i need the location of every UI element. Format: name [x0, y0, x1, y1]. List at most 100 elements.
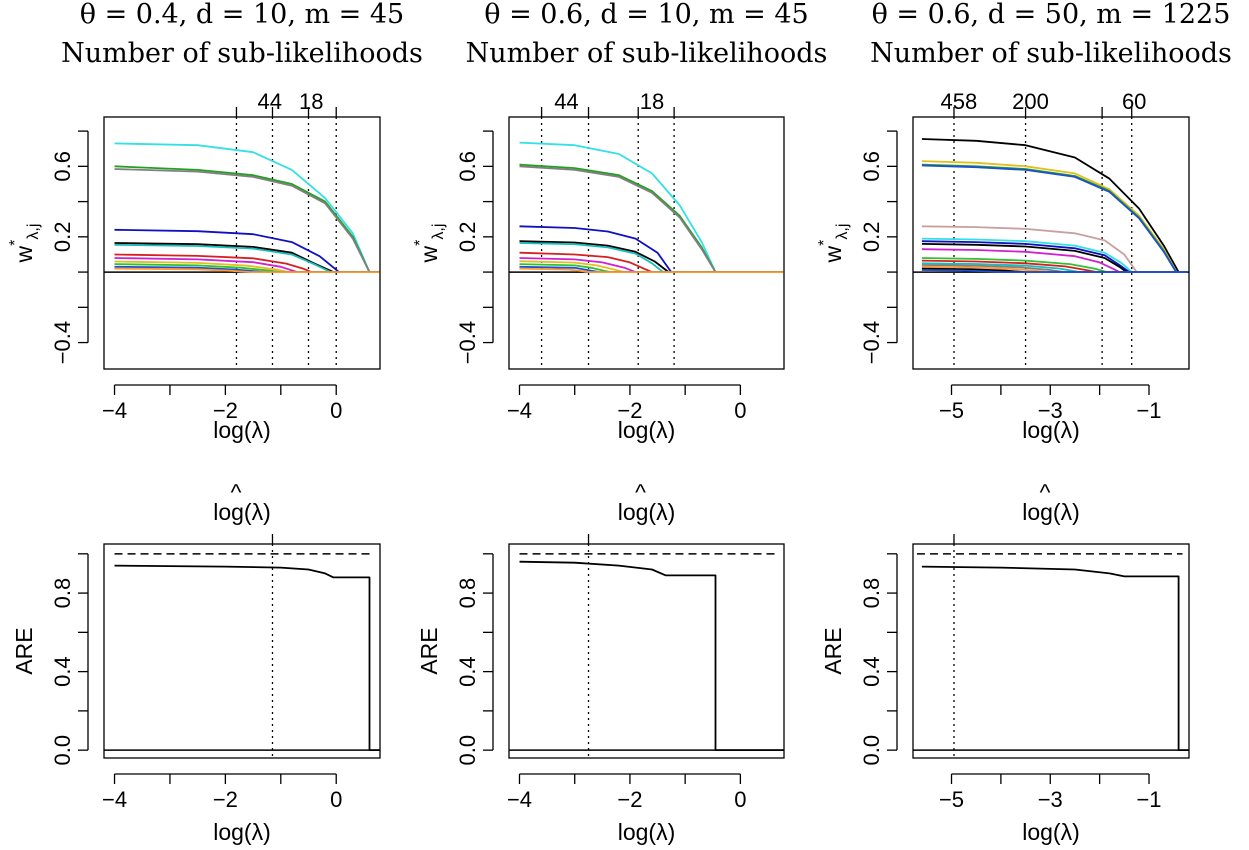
top-tick-label: 60: [1122, 89, 1146, 114]
x-tick-label: 0: [734, 398, 746, 423]
y-tick-label: 0.2: [455, 222, 480, 253]
y-tick-label: 0.8: [50, 578, 75, 609]
x-tick-label: −2: [213, 398, 238, 423]
y-axis-label-main: w: [820, 245, 846, 263]
y-axis-label-sub: λ,j: [430, 224, 447, 240]
lambda-hat-accent: ^: [231, 479, 242, 505]
top-tick-label: 18: [640, 89, 664, 114]
x-axis-label: log(λ): [1022, 819, 1080, 845]
plot-frame: [103, 543, 381, 759]
series-line-1: [114, 165, 380, 274]
data-layer: [104, 117, 380, 369]
panel-top-right: θ = 0.6, d = 50, m = 1225 Number of sub-l…: [816, 0, 1232, 443]
y-tick-label: 0.4: [50, 656, 75, 687]
series-line-11: [519, 267, 784, 274]
y-axis-label-main: w: [416, 245, 442, 263]
series-line-2: [114, 168, 380, 274]
data-layer: [509, 117, 784, 369]
y-tick-label: 0.6: [50, 151, 75, 182]
lambda-hat-title: log(λ): [618, 499, 676, 525]
y-axis-label-sub: λ,j: [834, 224, 851, 240]
top-tick-label: 200: [1012, 89, 1049, 114]
y-tick-label: 0.8: [859, 578, 884, 609]
x-axis-label: log(λ): [618, 819, 676, 845]
plot-frame: [508, 116, 785, 370]
x-axis-label: log(λ): [213, 417, 271, 443]
lambda-hat-accent: ^: [635, 479, 646, 505]
panel-subtitle: Number of sub-likelihoods: [466, 38, 828, 69]
plot-frame: [103, 116, 381, 370]
x-tick-label: −3: [1038, 398, 1063, 423]
y-tick-label: 0.2: [50, 222, 75, 253]
y-axis-label: w*λ,j: [816, 224, 851, 264]
series-line-0: [114, 142, 380, 274]
data-layer: [104, 544, 380, 758]
x-tick-label: −4: [102, 787, 127, 812]
y-tick-label: 0.6: [859, 151, 884, 182]
x-tick-label: −2: [617, 398, 642, 423]
x-tick-label: −5: [939, 787, 964, 812]
x-tick-label: −2: [617, 787, 642, 812]
x-tick-label: −5: [939, 398, 964, 423]
x-tick-label: −4: [102, 398, 127, 423]
panel-title: θ = 0.6, d = 50, m = 1225: [872, 0, 1231, 30]
y-axis-label-sup: *: [412, 240, 429, 246]
y-tick-label: 0.4: [455, 656, 480, 687]
y-tick-label: 0.0: [859, 735, 884, 766]
x-tick-label: −4: [507, 398, 532, 423]
series-line-3: [921, 164, 1188, 274]
panel-top-middle: θ = 0.6, d = 10, m = 45 Number of sub-lik…: [412, 0, 827, 443]
series-line-0: [114, 564, 380, 751]
y-axis-label: ARE: [11, 627, 37, 674]
series-line-1: [519, 163, 784, 274]
y-tick-label: 0.0: [50, 735, 75, 766]
x-axis-label: log(λ): [618, 417, 676, 443]
y-tick-label: −0.4: [455, 321, 480, 364]
top-tick-label: 44: [554, 89, 578, 114]
y-tick-label: 0.2: [859, 222, 884, 253]
y-axis-label: w*λ,j: [412, 224, 447, 264]
top-tick-label: 18: [299, 89, 323, 114]
data-layer: [913, 544, 1189, 758]
y-tick-label: 0.6: [455, 151, 480, 182]
lambda-hat-accent: ^: [1040, 479, 1051, 505]
series-line-6: [921, 240, 1188, 274]
y-axis-label: ARE: [820, 627, 846, 674]
x-tick-label: 0: [330, 787, 342, 812]
series-line-11: [114, 267, 380, 274]
plot-frame: [508, 543, 785, 759]
plot-frame: [912, 116, 1190, 370]
series-line-2: [921, 163, 1188, 274]
series-line-2: [519, 165, 784, 274]
x-axis-label: log(λ): [1022, 417, 1080, 443]
y-axis-label-sup: *: [7, 240, 24, 246]
top-tick-label: 458: [941, 89, 978, 114]
top-tick-label: 44: [257, 89, 281, 114]
series-line-15: [921, 269, 1188, 274]
series-line-0: [921, 138, 1188, 274]
x-tick-label: 0: [734, 787, 746, 812]
lambda-hat-title: log(λ): [1022, 499, 1080, 525]
y-tick-label: 0.0: [455, 735, 480, 766]
data-layer: [913, 117, 1189, 369]
x-tick-label: −4: [507, 787, 532, 812]
panel-subtitle: Number of sub-likelihoods: [61, 38, 423, 69]
x-tick-label: −1: [1136, 787, 1161, 812]
panel-subtitle: Number of sub-likelihoods: [870, 38, 1232, 69]
series-line-5: [921, 237, 1188, 274]
series-line-0: [921, 565, 1189, 751]
plot-frame: [912, 543, 1190, 759]
y-axis-label: ARE: [416, 627, 442, 674]
y-axis-label: w*λ,j: [7, 224, 42, 264]
y-axis-label-main: w: [11, 245, 37, 263]
panel-top-left: θ = 0.4, d = 10, m = 45 Number of sub-lik…: [7, 0, 423, 443]
x-tick-label: −2: [213, 787, 238, 812]
x-axis-label: log(λ): [213, 819, 271, 845]
series-line-1: [921, 160, 1188, 274]
y-tick-label: 0.4: [859, 656, 884, 687]
panel-title: θ = 0.4, d = 10, m = 45: [80, 0, 405, 30]
